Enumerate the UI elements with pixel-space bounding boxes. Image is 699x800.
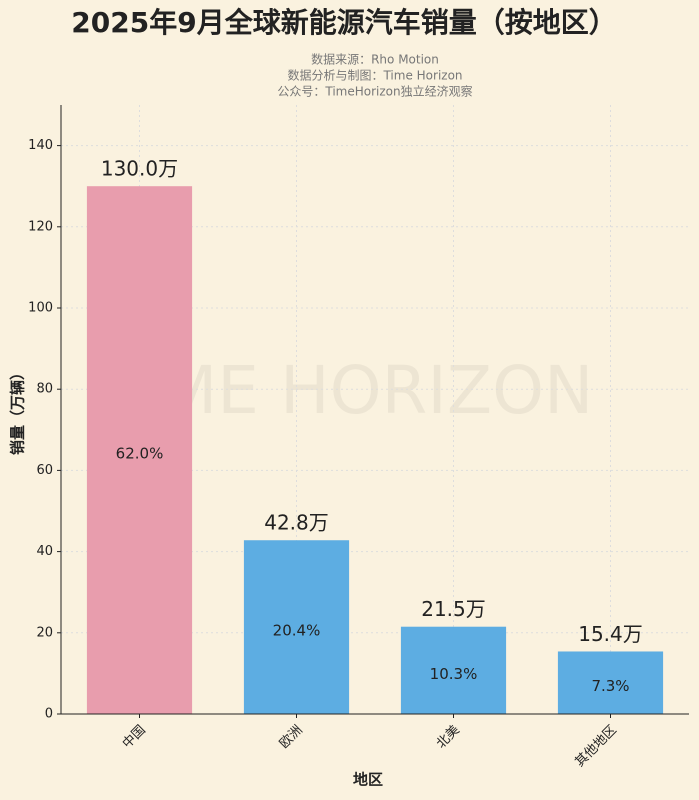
bar [557,651,664,714]
bar [243,540,350,714]
share-label: 62.0% [116,445,164,463]
subtitle: 数据分析与制图：Time Horizon [287,68,462,83]
y-tick-label: 80 [36,382,53,397]
y-tick-label: 120 [28,219,53,234]
y-tick-label: 100 [28,301,53,316]
x-tick-label: 欧洲 [277,723,306,752]
y-tick-label: 20 [36,625,53,640]
value-label: 21.5万 [421,597,486,621]
x-tick-label: 其他地区 [572,723,619,770]
value-label: 42.8万 [264,511,329,535]
x-tick-label: 北美 [434,723,463,752]
x-tick-label: 中国 [120,723,149,752]
y-tick-label: 40 [36,544,53,559]
subtitle: 公众号：TimeHorizon独立经济观察 [277,84,472,99]
y-tick-label: 140 [28,138,53,153]
y-tick-label: 0 [45,707,53,722]
share-label: 7.3% [591,677,629,695]
chart-title: 2025年9月全球新能源汽车销量（按地区） [71,6,616,39]
value-label: 15.4万 [578,622,643,646]
bar [400,626,507,714]
x-axis-label: 地区 [353,771,383,789]
share-label: 20.4% [273,622,321,640]
y-axis-label: 销量（万辆） [9,365,27,455]
y-tick-label: 60 [36,463,53,478]
bar [86,186,193,714]
subtitle: 数据来源：Rho Motion [311,52,439,67]
value-label: 130.0万 [101,157,178,181]
share-label: 10.3% [430,665,478,683]
